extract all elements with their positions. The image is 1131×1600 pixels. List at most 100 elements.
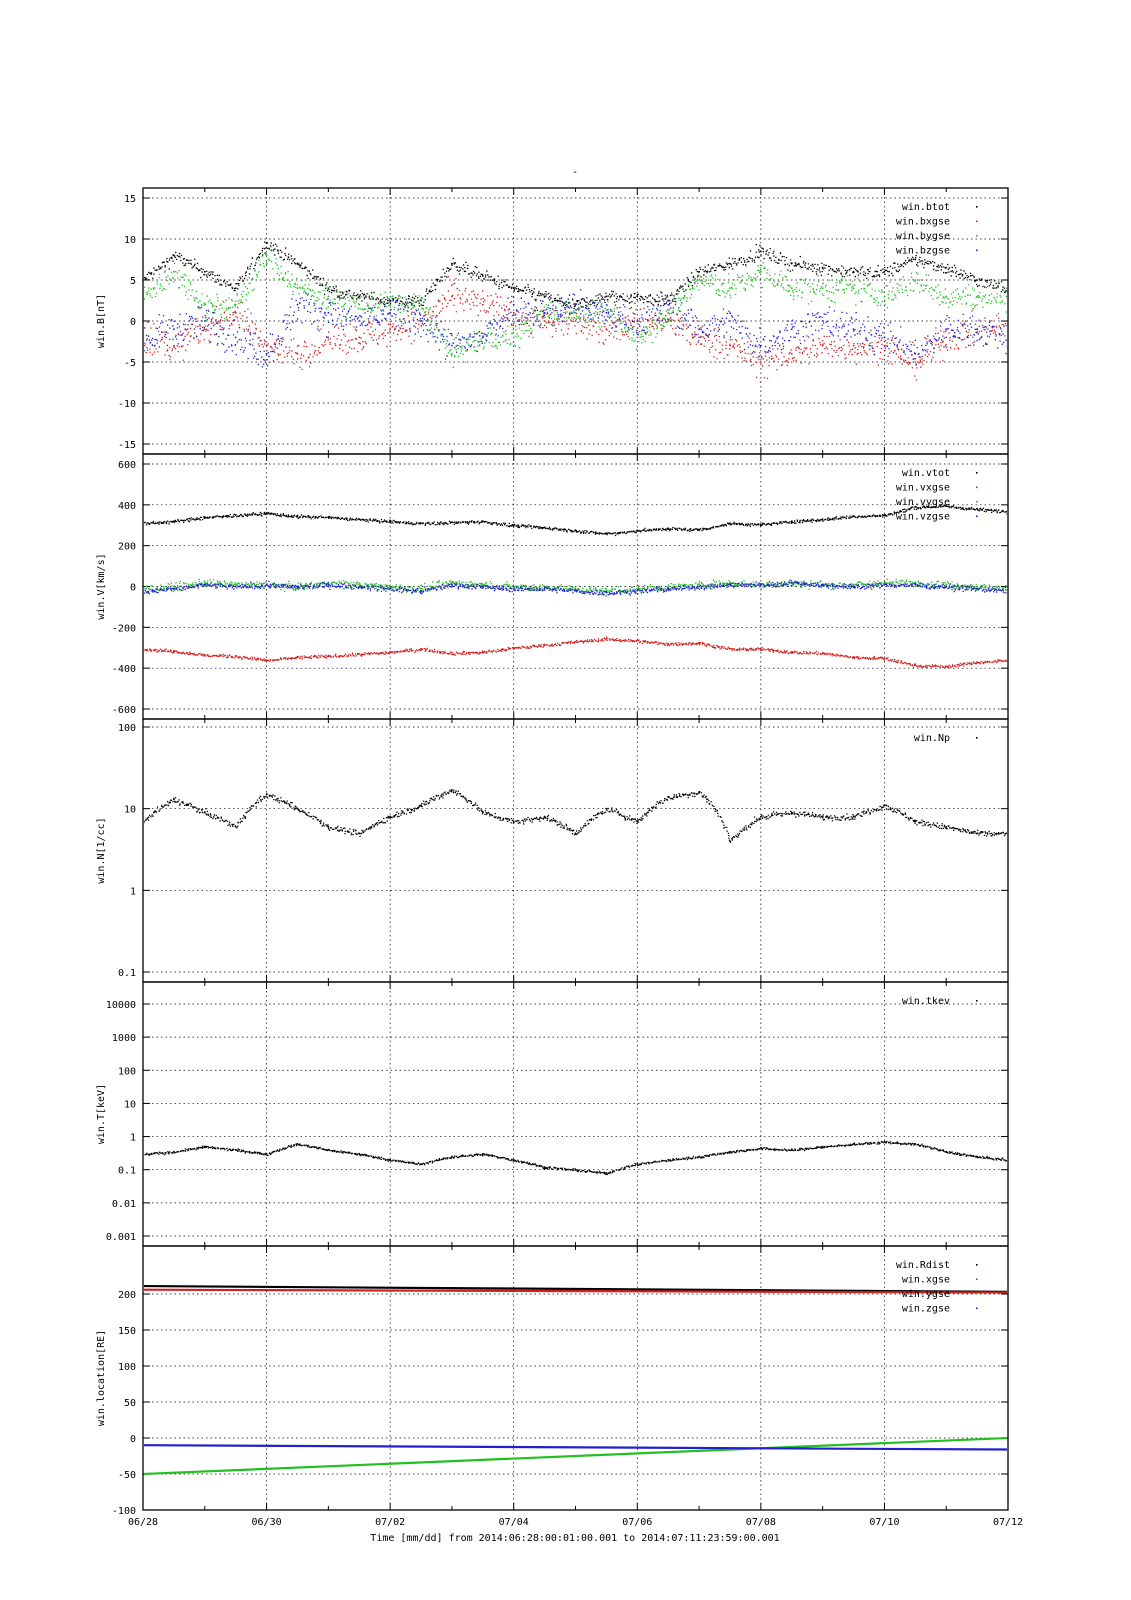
y-tick-label: 15 [124,194,136,205]
data-point [790,352,793,355]
legend-marker [976,1278,978,1281]
legend-marker [976,501,978,503]
data-point [667,299,670,302]
data-point [327,311,330,314]
data-point [945,825,948,828]
data-point [451,352,453,355]
y-tick-label: 1000 [112,1033,136,1044]
data-point [420,303,422,306]
y-tick-label: 200 [118,1290,136,1301]
data-point [729,1150,731,1153]
data-point [945,336,948,339]
data-point [203,270,206,273]
data-point [976,279,979,281]
panel-5: 200 150 100 50 0 -50 -100 win.location[RE] win.R… [96,1245,1009,1517]
data-point [172,328,175,331]
legend: win.Np [914,733,978,744]
legend: win.btot win.bxgse win.bygse win.bzgse [896,202,978,257]
data-point [605,1172,608,1174]
data-point [265,254,268,257]
data-point [512,287,515,290]
data-point [451,344,453,347]
legend-marker [976,249,978,252]
data-point [481,275,484,277]
data-point [389,303,392,306]
data-point [574,311,577,314]
data-point [976,295,979,298]
data-point [358,585,361,588]
data-point [759,344,762,347]
x-tick-label: 06/30 [252,1517,282,1528]
panel-4: 10000 1000 100 10 1 0.1 0.01 0.001 win.T[keV] win… [96,981,1009,1247]
y-tick-label: -200 [112,623,136,634]
legend: win.vtot win.vxgse win.vygse win.vzgse [896,468,978,523]
data-point [729,320,731,322]
data-point [420,320,422,322]
series-point-cloud [144,504,1007,537]
series-win-btot [144,241,1007,310]
series-win-Rdist [144,1284,1007,1293]
panels: 151050-5-10-15win.B[nT]win.btotwin.bxgse… [96,187,1023,1528]
data-point [172,270,175,273]
series-line [144,1284,1007,1293]
legend-entry-label: win.xgse [902,1275,950,1286]
series-line [144,1444,1007,1451]
data-point [821,287,824,290]
y-tick-label: 0.01 [112,1199,136,1210]
legend-marker [976,1293,978,1295]
y-axis-label: win.N[1/cc] [96,817,107,883]
legend-entry-label: win.Np [914,733,950,744]
legend-entry-label: win.vzgse [896,512,950,523]
data-point [605,311,608,314]
series-point-cloud [144,789,1007,843]
data-point [420,587,422,590]
data-point [852,328,855,331]
x-tick-label: 06/28 [128,1517,158,1528]
data-point [636,320,639,322]
y-tick-label: 0.001 [106,1232,136,1243]
data-point [358,336,361,339]
data-point [234,583,237,586]
data-point [976,585,979,588]
y-tick-label: 100 [118,1362,136,1373]
legend-marker [976,737,978,739]
legend-entry-label: win.bxgse [896,217,950,228]
series-win-vzgse [144,580,1007,597]
data-point [234,311,237,314]
y-axis-label: win.V[km/s] [96,553,107,619]
panel-1: 15 10 5 0 -5 -10 -15 win.B[nT] win.btot win.bxgse… [96,187,1009,455]
data-point [543,311,546,314]
time-axis-label: Time [mm/dd] from 2014:06:28:00:01:00.00… [370,1533,779,1544]
y-tick-label: 200 [118,542,136,553]
y-tick-label: 0 [130,317,136,328]
plot-area [144,788,1007,843]
data-point [790,287,793,290]
data-point [203,581,206,584]
y-tick-label: 10 [124,1099,136,1110]
x-axis: 06/28 06/30 07/02 07/04 07/06 07/08 07/10 07/12 [128,1517,1023,1528]
data-point [821,344,824,347]
y-tick-label: 0 [130,1434,136,1445]
series-win-bzgse [144,289,1007,368]
data-point [327,336,330,339]
data-point [512,587,515,590]
plot-area [144,1140,1007,1176]
x-tick-label: 07/06 [622,1517,652,1528]
data-point [481,336,484,339]
data-point [605,295,608,298]
legend-marker [976,206,978,208]
series-win-ygse [144,1436,1007,1476]
data-point [636,336,639,339]
data-point [914,258,917,261]
data-point [574,303,577,306]
y-tick-label: -50 [118,1470,136,1481]
data-point [914,361,917,363]
y-tick-label: 10 [124,235,136,246]
data-point [389,328,392,331]
legend-entry-label: win.vxgse [896,483,950,494]
data-point [451,262,453,265]
legend-entry-label: win.bzgse [896,246,950,257]
x-tick-label: 07/10 [869,1517,899,1528]
data-point [296,1143,299,1145]
